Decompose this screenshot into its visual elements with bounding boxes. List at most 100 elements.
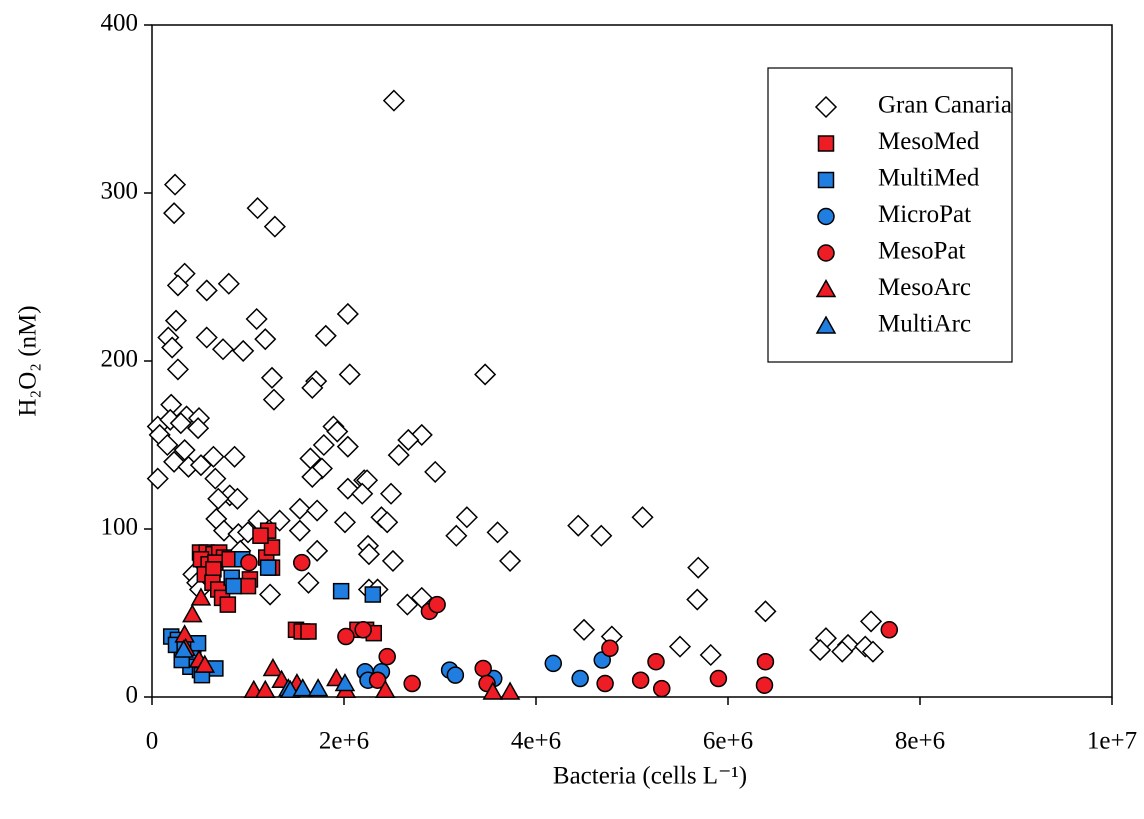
legend-label: Gran Canaria [878, 92, 1012, 119]
point [288, 497, 311, 520]
y-tick-label: 200 [101, 346, 139, 373]
point [306, 499, 329, 522]
point [207, 487, 230, 510]
point [572, 618, 596, 641]
point [499, 549, 522, 572]
point [709, 669, 728, 688]
point [223, 445, 246, 468]
point [333, 511, 357, 534]
legend-label: MesoArc [878, 274, 971, 301]
y-tick-label: 400 [101, 10, 139, 37]
point [288, 519, 311, 542]
point [226, 487, 249, 510]
point [173, 639, 194, 658]
legend-marker [817, 171, 835, 189]
point [189, 634, 207, 652]
point [364, 586, 382, 603]
point [596, 674, 614, 693]
point [301, 465, 324, 488]
point [499, 681, 521, 700]
point [195, 279, 218, 302]
point [861, 640, 885, 663]
x-tick-label: 0 [146, 728, 159, 755]
point [831, 640, 854, 663]
point [263, 215, 286, 238]
point [254, 679, 276, 699]
point [232, 339, 255, 362]
point [590, 524, 613, 547]
point [163, 173, 187, 196]
point [567, 514, 590, 537]
legend-marker [814, 95, 838, 119]
point [374, 679, 396, 699]
point [189, 454, 213, 477]
point [379, 482, 403, 505]
point [455, 506, 478, 529]
point [357, 543, 381, 566]
legend-label: MultiMed [878, 165, 980, 192]
point [217, 272, 240, 295]
legend-marker [817, 135, 835, 152]
point [474, 659, 492, 678]
point [190, 587, 212, 606]
point [446, 666, 465, 684]
point [601, 639, 619, 658]
point [164, 309, 188, 332]
point [381, 549, 405, 572]
point [307, 678, 329, 697]
point [245, 307, 268, 331]
y-axis-label: H₂O₂ (nM) [15, 305, 42, 416]
point [336, 435, 359, 458]
x-tick-label: 6e+6 [703, 728, 753, 755]
point [397, 428, 420, 452]
point [387, 444, 410, 467]
point [699, 643, 722, 667]
point [631, 671, 650, 689]
point [474, 363, 497, 386]
point [653, 679, 671, 698]
point [756, 652, 775, 671]
point [262, 657, 284, 677]
point [260, 366, 284, 389]
point [194, 654, 216, 673]
point [204, 467, 227, 490]
point [326, 420, 349, 443]
point [354, 621, 372, 639]
point [146, 467, 169, 490]
point [337, 627, 355, 646]
legend-label: MultiArc [878, 311, 971, 338]
point [686, 588, 709, 611]
point [809, 638, 832, 662]
point [428, 595, 446, 614]
point [252, 527, 269, 544]
point [156, 433, 179, 457]
legend-label: MicroPat [878, 201, 971, 228]
point [336, 302, 359, 326]
point [376, 511, 399, 534]
point [368, 671, 387, 689]
legend-marker [815, 278, 837, 298]
y-tick-label: 100 [101, 514, 139, 541]
point [571, 669, 589, 688]
point [225, 577, 242, 595]
y-tick-label: 300 [101, 178, 139, 205]
point [880, 621, 899, 639]
point [544, 654, 563, 673]
point [755, 676, 774, 694]
point [301, 376, 324, 399]
point [754, 600, 777, 623]
point [351, 482, 374, 505]
point [334, 673, 356, 692]
point [163, 202, 186, 225]
point [314, 324, 337, 347]
point [187, 417, 210, 440]
point [246, 197, 269, 220]
point [219, 596, 237, 613]
point [424, 460, 447, 483]
point [292, 678, 314, 697]
point [378, 647, 396, 666]
point [403, 674, 421, 693]
x-tick-label: 8e+6 [895, 728, 945, 755]
point [668, 635, 692, 658]
